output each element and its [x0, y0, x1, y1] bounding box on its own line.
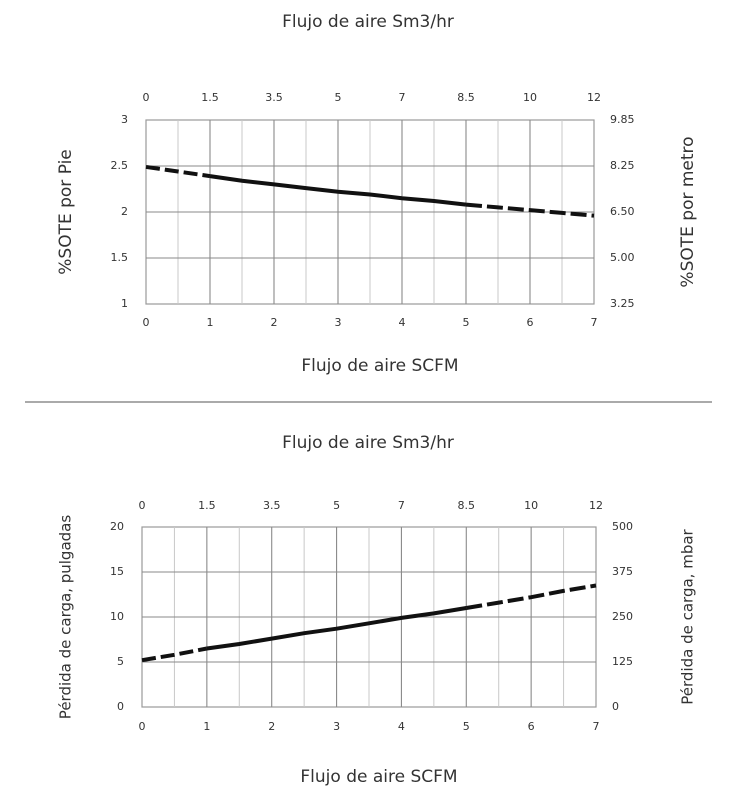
x-tick-label: 1 [207, 316, 214, 329]
y2-tick-label: 6.50 [610, 205, 635, 218]
y-tick-label: 20 [110, 520, 124, 533]
series-line [209, 174, 467, 207]
y-axis-label: %SOTE por Pie [56, 149, 76, 275]
y2-tick-label: 500 [612, 520, 633, 533]
x-tick-label: 2 [271, 316, 278, 329]
x-top-tick-label: 10 [524, 499, 538, 512]
x-top-tick-label: 1.5 [198, 499, 216, 512]
chart-title: Flujo de aire Sm3/hr [282, 433, 454, 453]
chart-2 [141, 526, 597, 708]
y2-tick-label: 250 [612, 610, 633, 623]
y2-tick-label: 5.00 [610, 251, 635, 264]
y2-axis-label: %SOTE por metro [678, 136, 698, 287]
y-tick-label: 1.5 [111, 251, 129, 264]
chart-1 [145, 119, 595, 305]
series-line-dashed-end [465, 202, 595, 218]
x-top-tick-label: 12 [587, 91, 601, 104]
x-tick-label: 4 [398, 720, 405, 733]
x-axis-label: Flujo de aire SCFM [301, 356, 458, 376]
x-tick-label: 0 [143, 316, 150, 329]
x-tick-label: 6 [528, 720, 535, 733]
x-top-tick-label: 3.5 [265, 91, 283, 104]
y-axis-label: Pérdida de carga, pulgadas [57, 515, 75, 720]
y-tick-label: 1 [121, 297, 128, 310]
y-tick-label: 5 [117, 655, 124, 668]
y-tick-label: 2.5 [111, 159, 129, 172]
y2-tick-label: 375 [612, 565, 633, 578]
y2-axis-label: Pérdida de carga, mbar [679, 528, 697, 704]
x-tick-label: 7 [591, 316, 598, 329]
series-line-dashed-start [141, 646, 208, 663]
x-top-tick-label: 3.5 [263, 499, 281, 512]
x-tick-label: 0 [139, 720, 146, 733]
y-tick-label: 15 [110, 565, 124, 578]
x-tick-label: 3 [333, 720, 340, 733]
series-line-dashed-end [465, 583, 597, 610]
x-top-tick-label: 8.5 [458, 499, 476, 512]
x-axis-label: Flujo de aire SCFM [300, 767, 457, 787]
x-top-tick-label: 5 [333, 499, 340, 512]
x-tick-label: 4 [399, 316, 406, 329]
series-line [206, 606, 467, 651]
x-tick-label: 7 [593, 720, 600, 733]
y2-tick-label: 9.85 [610, 113, 635, 126]
x-top-tick-label: 7 [398, 499, 405, 512]
y-tick-label: 3 [121, 113, 128, 126]
x-tick-label: 6 [527, 316, 534, 329]
y2-tick-label: 0 [612, 700, 619, 713]
x-top-tick-label: 12 [589, 499, 603, 512]
x-top-tick-label: 1.5 [201, 91, 219, 104]
x-tick-label: 5 [463, 316, 470, 329]
x-tick-label: 5 [463, 720, 470, 733]
series-line-dashed-start [145, 164, 211, 179]
x-top-tick-label: 5 [335, 91, 342, 104]
y-tick-label: 2 [121, 205, 128, 218]
x-tick-label: 3 [335, 316, 342, 329]
x-top-tick-label: 0 [143, 91, 150, 104]
chart-title: Flujo de aire Sm3/hr [282, 12, 454, 32]
y2-tick-label: 3.25 [610, 297, 635, 310]
y-tick-label: 10 [110, 610, 124, 623]
x-top-tick-label: 0 [139, 499, 146, 512]
x-top-tick-label: 10 [523, 91, 537, 104]
y2-tick-label: 125 [612, 655, 633, 668]
y-tick-label: 0 [117, 700, 124, 713]
x-top-tick-label: 7 [399, 91, 406, 104]
x-tick-label: 1 [203, 720, 210, 733]
x-tick-label: 2 [268, 720, 275, 733]
y2-tick-label: 8.25 [610, 159, 635, 172]
x-top-tick-label: 8.5 [457, 91, 475, 104]
